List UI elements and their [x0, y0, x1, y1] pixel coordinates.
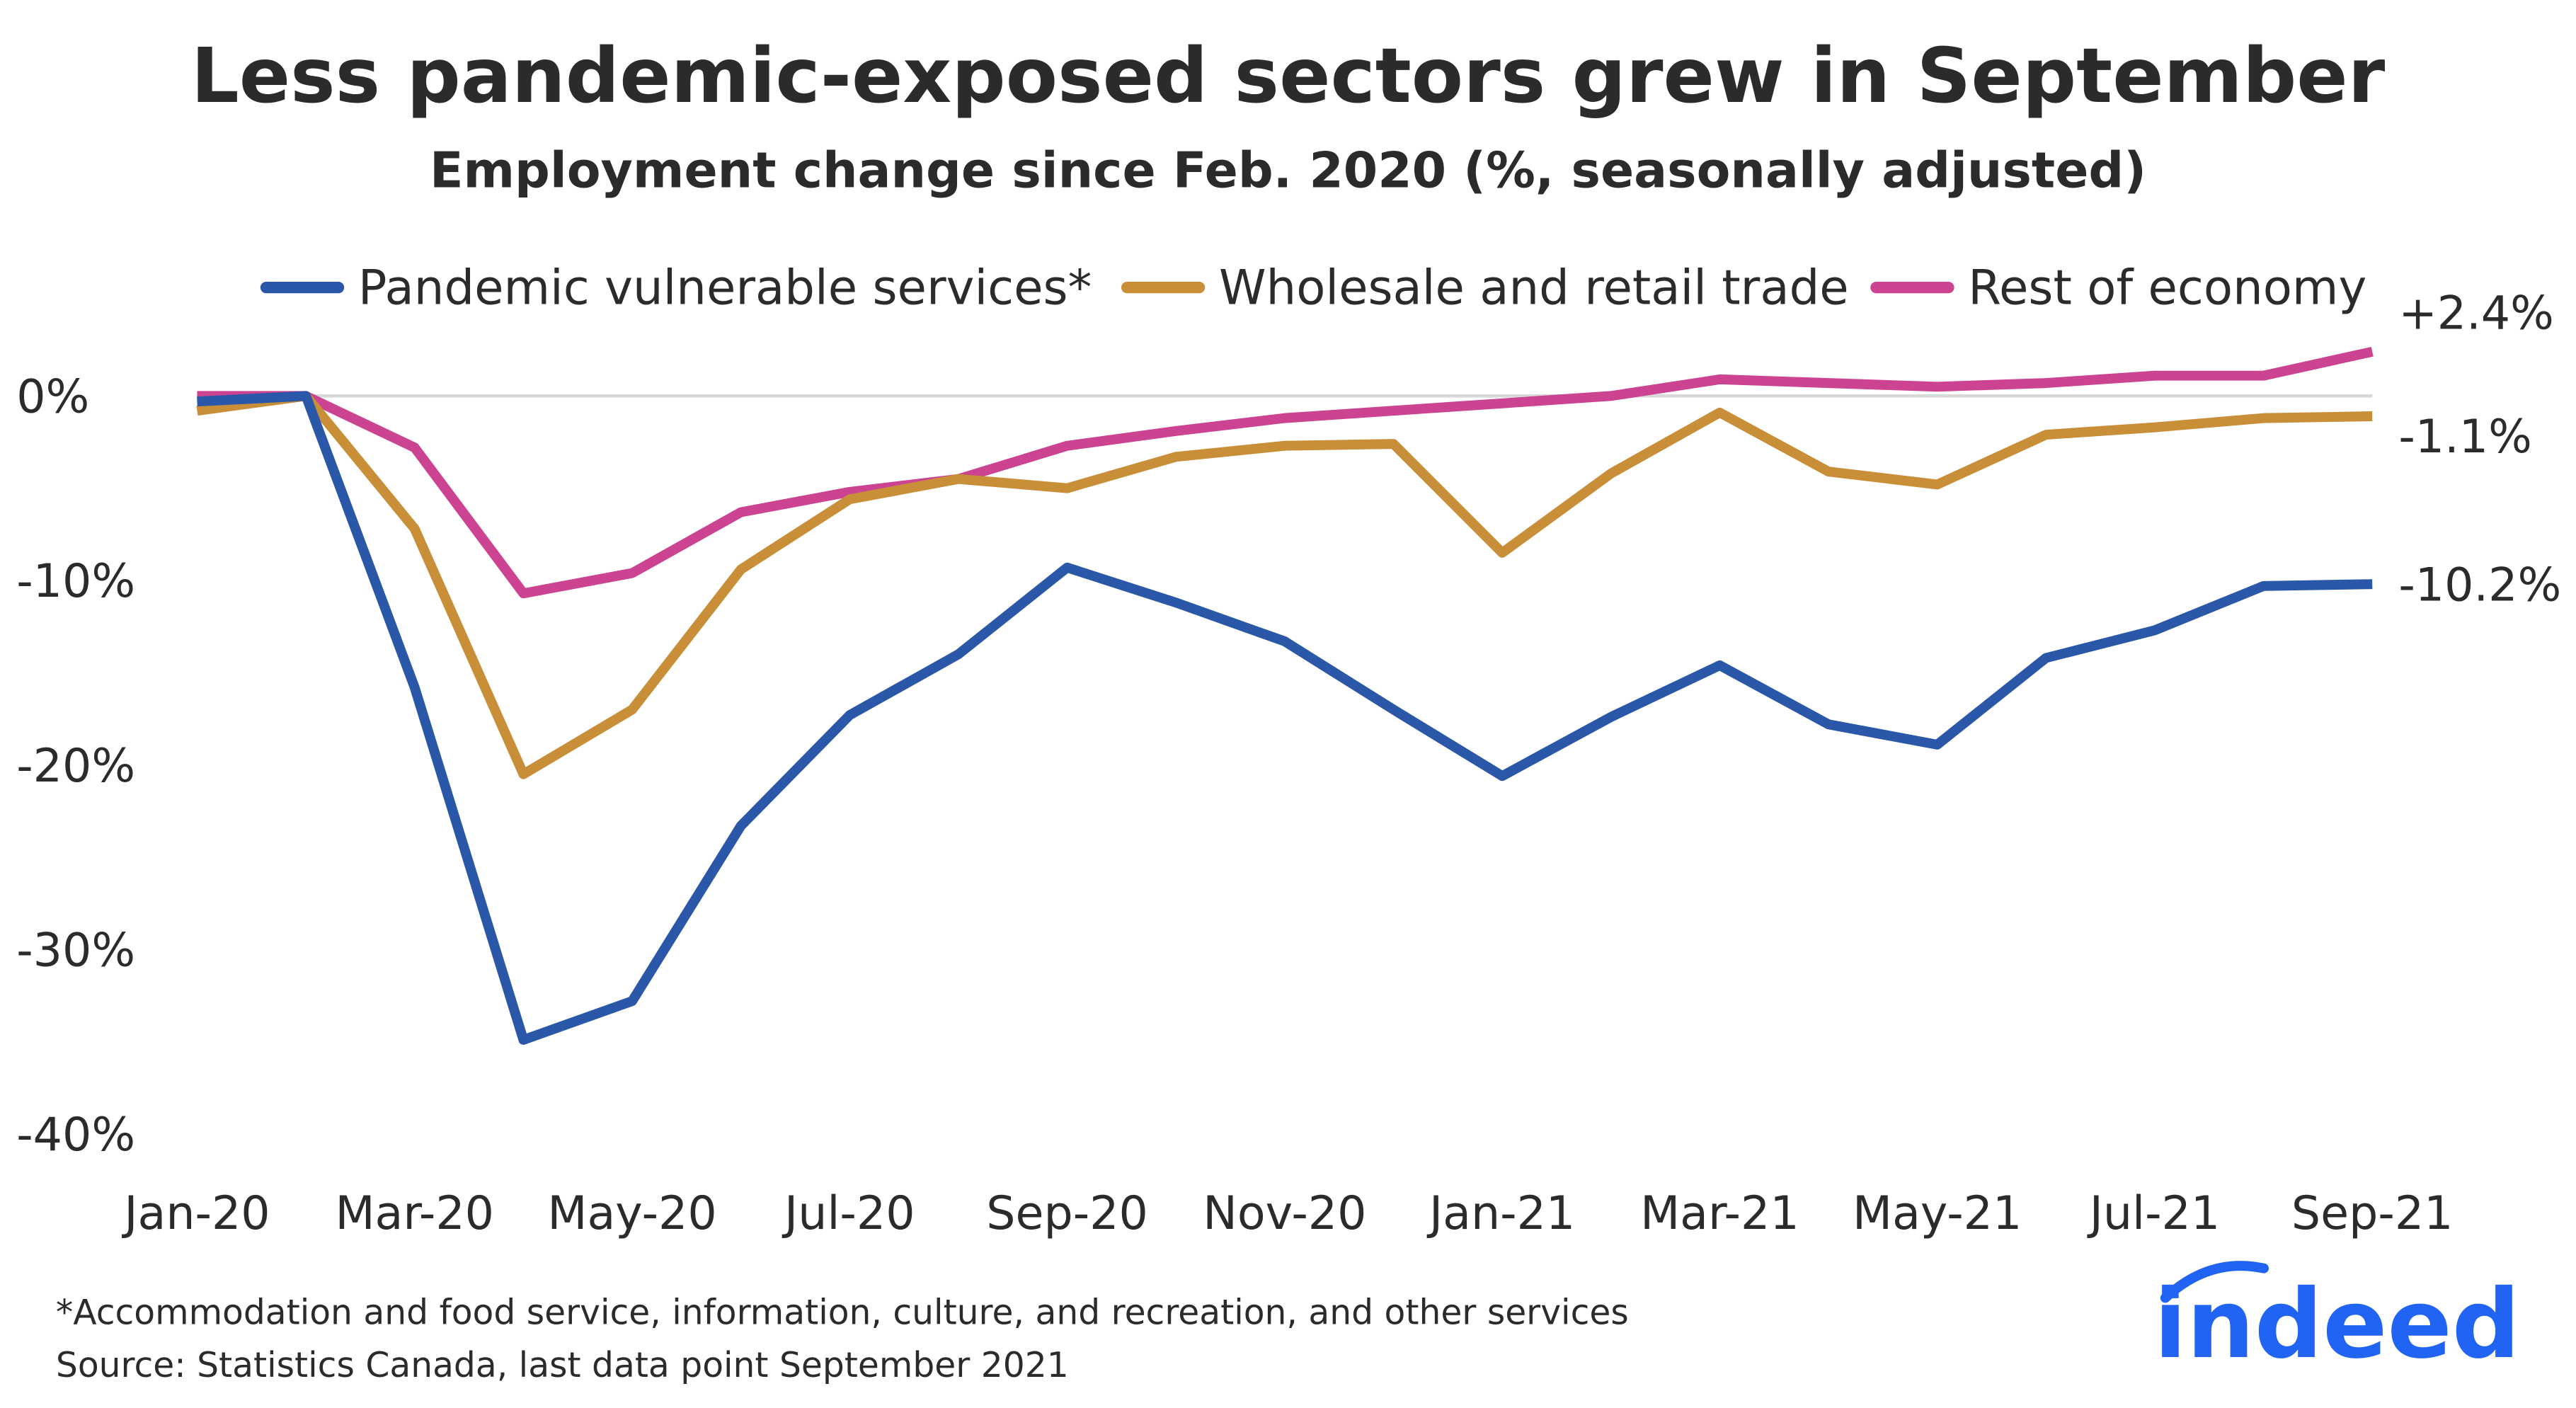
legend-label: Rest of economy [1968, 260, 2366, 315]
x-tick-label: Jan-20 [121, 1187, 270, 1240]
legend: Pandemic vulnerable services* Wholesale a… [260, 260, 2366, 315]
x-tick-label: Jan-21 [1426, 1187, 1575, 1240]
series-line [197, 391, 2373, 1045]
x-tick-label: Sep-20 [986, 1187, 1148, 1240]
x-tick-label: Nov-20 [1203, 1187, 1366, 1240]
chart-title: Less pandemic-exposed sectors grew in Se… [191, 33, 2386, 120]
x-tick-label: Jul-20 [782, 1187, 915, 1240]
legend-label: Wholesale and retail trade [1219, 260, 1849, 315]
x-tick-label: Mar-21 [1640, 1187, 1799, 1240]
end-labels: -10.2% -1.1% +2.4% [2398, 287, 2561, 612]
x-tick-label: Sep-21 [2291, 1187, 2454, 1240]
chart-subtitle: Employment change since Feb. 2020 (%, se… [430, 142, 2146, 200]
y-axis: 0% -10% -20% -30% -40% [16, 371, 135, 1162]
source-note: Source: Statistics Canada, last data poi… [56, 1346, 1069, 1385]
indeed-logo: indeed [2154, 1261, 2520, 1380]
y-tick-label: 0% [16, 371, 89, 424]
x-tick-label: May-21 [1853, 1187, 2022, 1240]
y-tick-label: -40% [16, 1109, 135, 1162]
x-tick-label: May-20 [547, 1187, 716, 1240]
x-axis: Jan-20 Mar-20 May-20 Jul-20 Sep-20 Nov-20 Jan-… [121, 1187, 2453, 1240]
series-line [197, 347, 2374, 599]
y-tick-label: -10% [16, 555, 135, 608]
y-tick-label: -30% [16, 924, 135, 977]
y-tick-label: -20% [16, 740, 135, 793]
series-line [196, 391, 2373, 779]
end-label: +2.4% [2398, 287, 2554, 340]
svg-text:indeed: indeed [2154, 1269, 2520, 1380]
x-tick-label: Jul-21 [2087, 1187, 2221, 1240]
legend-label: Pandemic vulnerable services* [358, 260, 1092, 315]
end-label: -1.1% [2398, 411, 2532, 464]
series-lines [196, 347, 2374, 1045]
footnote: *Accommodation and food service, informa… [56, 1293, 1629, 1333]
x-tick-label: Mar-20 [335, 1187, 494, 1240]
end-label: -10.2% [2398, 559, 2561, 612]
